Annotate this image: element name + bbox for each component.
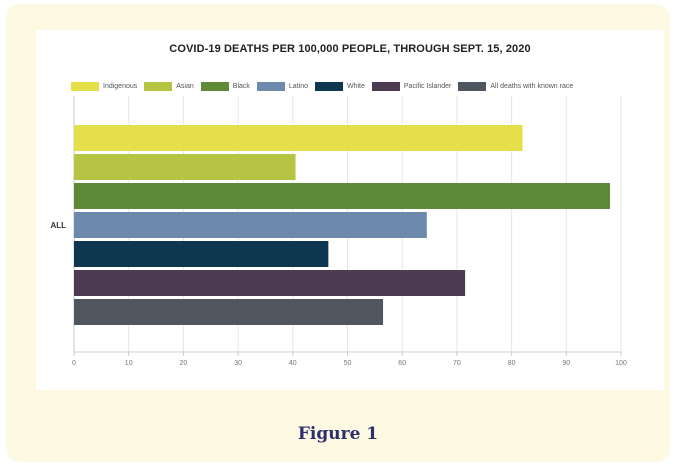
legend-item: All deaths with known race	[458, 82, 573, 91]
chart-title: COVID-19 DEATHS PER 100,000 PEOPLE, THRO…	[169, 43, 531, 55]
legend-label: White	[346, 83, 365, 90]
x-tick-label: 90	[562, 360, 570, 367]
chart-panel: COVID-19 DEATHS PER 100,000 PEOPLE, THRO…	[36, 30, 664, 390]
bar-pacific-islander	[74, 270, 466, 296]
x-tick-label: 40	[289, 360, 297, 367]
legend-swatch	[371, 82, 400, 91]
legend-swatch	[71, 82, 99, 91]
legend-swatch	[200, 82, 229, 91]
x-tick-label: 60	[398, 360, 406, 367]
legend-label: All deaths with known race	[490, 83, 574, 90]
legend-label: Latino	[288, 83, 308, 90]
legend-label: Pacific Islander	[403, 83, 452, 90]
legend-swatch	[144, 82, 173, 91]
x-tick-label: 30	[234, 360, 242, 367]
legend-item: Pacific Islander	[371, 82, 452, 91]
legend-label: Asian	[176, 83, 194, 90]
figure-frame: COVID-19 DEATHS PER 100,000 PEOPLE, THRO…	[6, 4, 670, 462]
legend-item: Latino	[256, 82, 308, 91]
bar-chart: 0 10 20 30 40 50 60 70 80 90 100 ALL	[50, 96, 627, 367]
x-tick-label: 0	[72, 360, 76, 367]
bar-indigenous	[74, 125, 523, 151]
legend-item: White	[314, 82, 365, 91]
x-tick-label: 100	[615, 360, 627, 367]
legend-label: Indigenous	[103, 83, 138, 90]
legend-item: Black	[200, 82, 250, 91]
legend-item: Indigenous	[71, 82, 137, 91]
bar-black	[74, 183, 611, 209]
x-tick-label: 50	[344, 360, 352, 367]
legend-swatch	[458, 82, 487, 91]
x-tick-label: 70	[453, 360, 461, 367]
x-tick-label: 20	[180, 360, 188, 367]
legend-label: Black	[232, 83, 250, 90]
bar-latino	[74, 212, 427, 238]
bar-white	[74, 241, 329, 267]
figure-caption: Figure 1	[297, 424, 379, 444]
chart-legend: Indigenous Asian Black Latino White Pacific I…	[71, 82, 580, 91]
legend-swatch	[256, 82, 285, 91]
legend-swatch	[314, 82, 343, 91]
x-tick-label: 80	[508, 360, 516, 367]
category-label: ALL	[50, 221, 66, 230]
legend-item: Asian	[144, 82, 194, 91]
x-tick-label: 10	[125, 360, 133, 367]
bar-all-deaths-with-known-race	[74, 299, 384, 325]
bar-asian	[74, 154, 296, 180]
